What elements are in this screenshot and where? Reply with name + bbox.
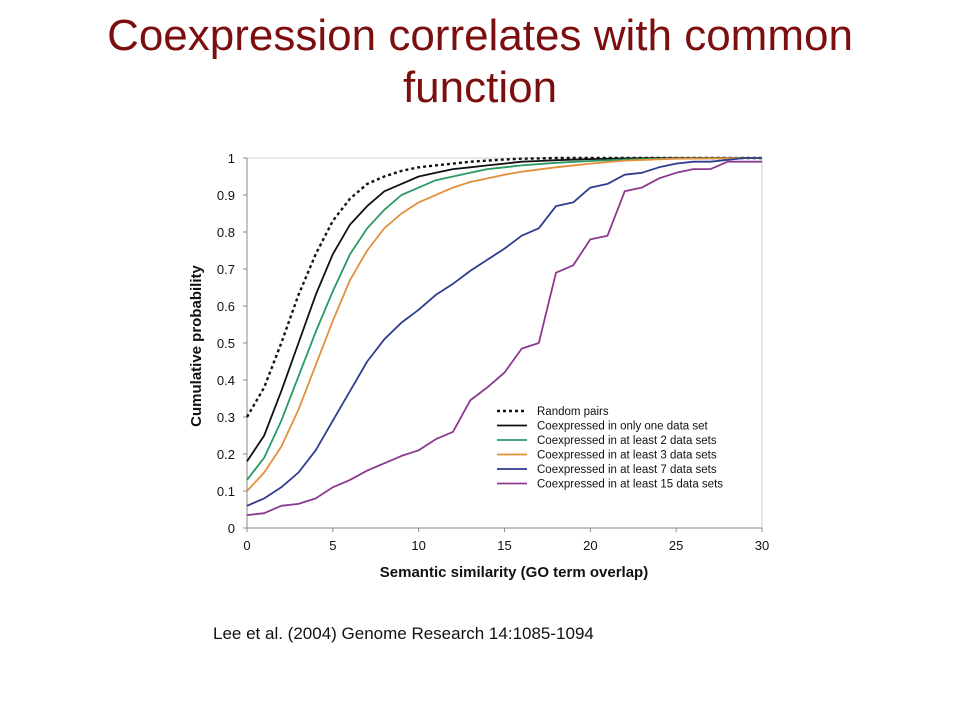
series-layer: [245, 156, 763, 516]
x-tick-label: 20: [583, 538, 597, 553]
y-tick-label: 0.7: [217, 262, 235, 277]
legend-label-4: Coexpressed in at least 3 data sets: [537, 450, 717, 462]
x-tick-label: 10: [411, 538, 425, 553]
axes-layer: 0 5 10 15 20 25 30 0 0.1 0.2 0.3 0.4 0.5 0.6 0.7 0.8 0.9…: [217, 151, 769, 553]
series-line-4: [246, 157, 763, 492]
y-tick-label: 0.9: [217, 188, 235, 203]
legend-label-2: Coexpressed in only one data set: [537, 421, 708, 433]
legend: Random pairs Coexpressed in only one data…: [497, 406, 723, 491]
legend-label-5: Coexpressed in at least 7 data sets: [537, 464, 717, 476]
x-tick-label: 25: [669, 538, 683, 553]
y-axis-label: Cumulative probability: [188, 265, 205, 427]
legend-label-6: Coexpressed in at least 15 data sets: [537, 479, 723, 491]
series-line-2: [246, 157, 762, 462]
slide-title: Coexpression correlates with common func…: [107, 11, 853, 112]
chart-container: 0 5 10 15 20 25 30 0 0.1 0.2 0.3 0.4 0.5 0.6 0.7 0.8 0.9…: [185, 145, 775, 585]
legend-label-1: Random pairs: [537, 406, 609, 418]
y-tick-label: 0.2: [217, 447, 235, 462]
y-tick-label: 0.3: [217, 410, 235, 425]
series-line-1: [245, 156, 762, 418]
x-axis-label: Semantic similarity (GO term overlap): [380, 564, 648, 581]
y-tick-label: 0.4: [217, 373, 235, 388]
series-line-6: [246, 160, 762, 516]
x-tick-label: 0: [243, 538, 250, 553]
legend-label-3: Coexpressed in at least 2 data sets: [537, 435, 717, 447]
y-tick-label: 0.6: [217, 299, 235, 314]
x-tick-label: 15: [497, 538, 511, 553]
citation: Lee et al. (2004) Genome Research 14:108…: [213, 624, 594, 643]
series-line-3: [246, 157, 763, 481]
y-tick-label: 0.8: [217, 225, 235, 240]
y-tick-label: 1: [228, 151, 235, 166]
x-tick-label: 5: [329, 538, 336, 553]
x-tick-label: 30: [755, 538, 769, 553]
y-tick-label: 0.1: [217, 484, 235, 499]
y-tick-label: 0.5: [217, 336, 235, 351]
y-tick-label: 0: [228, 521, 235, 536]
series-line-5: [246, 157, 762, 507]
cumulative-probability-chart: 0 5 10 15 20 25 30 0 0.1 0.2 0.3 0.4 0.5 0.6 0.7 0.8 0.9…: [188, 151, 769, 581]
